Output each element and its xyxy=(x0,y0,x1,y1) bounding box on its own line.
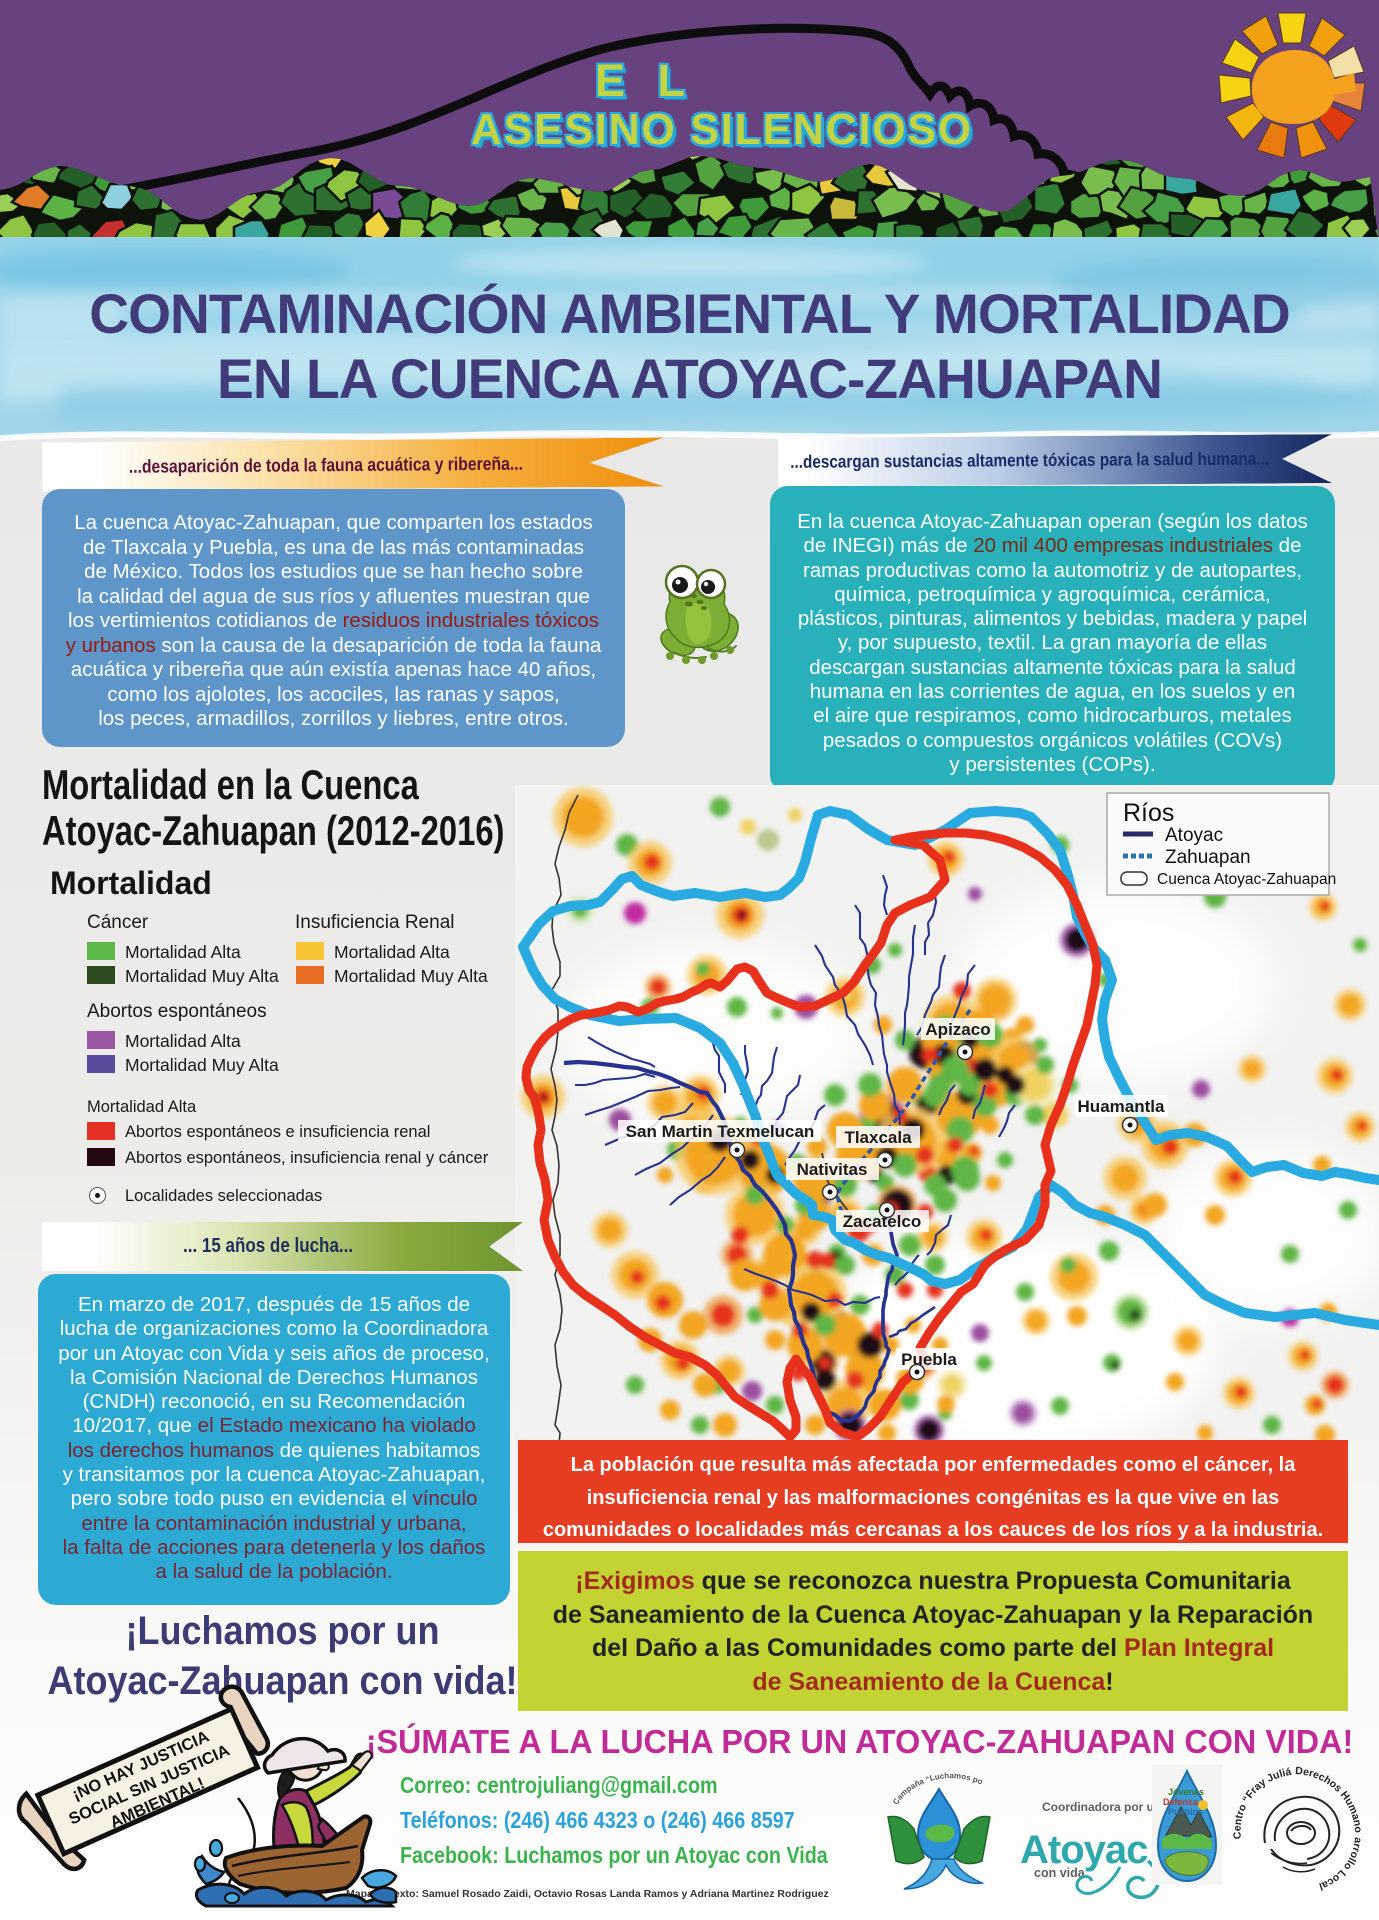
svg-text:Atoyac: Atoyac xyxy=(1165,825,1223,846)
svg-text:con vida: con vida xyxy=(1034,1866,1086,1880)
svg-text:Cuenca Atoyac-Zahuapan: Cuenca Atoyac-Zahuapan xyxy=(1157,871,1336,888)
svg-text:Pueblos: Pueblos xyxy=(1168,1807,1203,1817)
svg-text:Coordinadora por un: Coordinadora por un xyxy=(1042,1800,1161,1814)
svg-text:Atoyac: Atoyac xyxy=(1020,1828,1148,1872)
svg-text:Tlaxcala: Tlaxcala xyxy=(844,1128,912,1147)
svg-text:Zahuapan: Zahuapan xyxy=(1165,847,1251,868)
svg-text:Puebla: Puebla xyxy=(901,1350,957,1369)
svg-text:Defensa: Defensa xyxy=(1163,1797,1199,1807)
svg-text:Centro “Fray Julián Garcés”: Centro “Fray Julián Garcés” xyxy=(1231,1758,1292,1839)
svg-text:Jóvenes: Jóvenes xyxy=(1168,1787,1204,1797)
svg-text:Apizaco: Apizaco xyxy=(925,1020,990,1039)
svg-text:Ríos: Ríos xyxy=(1123,799,1174,827)
svg-text:Nativitas: Nativitas xyxy=(797,1160,868,1179)
svg-text:Huamantla: Huamantla xyxy=(1078,1097,1165,1116)
svg-text:Zacatelco: Zacatelco xyxy=(843,1212,921,1231)
svg-text:San Martin Texmelucan: San Martin Texmelucan xyxy=(626,1122,815,1141)
